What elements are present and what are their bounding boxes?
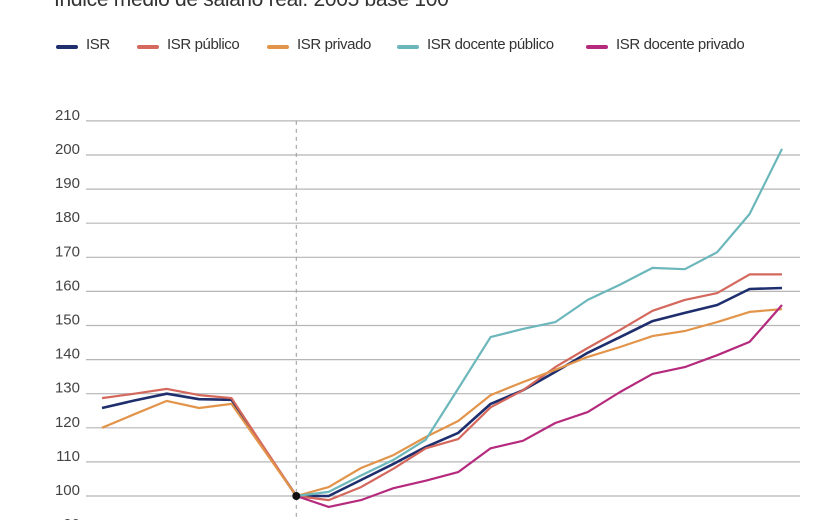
y-tick-label: 170 [55,243,80,260]
chart-title: Índice medio de salario real. 2005 base … [54,0,449,12]
legend-label: ISR [86,36,110,53]
legend-swatch [586,44,608,49]
legend-item-isr-docente-privado: ISR docente privado [586,36,745,53]
y-tick-label: 180 [55,209,80,226]
legend-item-isr-docente-publico: ISR docente público [397,36,554,53]
legend-swatch [397,44,419,49]
y-tick-label: 90 [63,516,80,520]
legend-label: ISR docente privado [616,36,745,53]
y-tick-label: 160 [55,277,80,294]
y-tick-label: 210 [55,107,80,124]
y-tick-label: 110 [56,448,80,465]
series-line-isr-privado [101,308,783,498]
legend-item-isr: ISR [56,36,110,53]
legend-item-isr-publico: ISR público [137,36,240,53]
y-tick-label: 190 [55,175,80,192]
series-line-isr-docente-privado [295,304,783,508]
y-tick-label: 150 [55,312,80,329]
legend-swatch [56,44,78,49]
y-tick-label: 130 [55,380,80,397]
series-line-isr [101,286,783,498]
legend-swatch [267,44,289,49]
legend-item-isr-privado: ISR privado [267,36,371,53]
series-line-isr-docente-p-blico [296,148,783,498]
y-tick-label: 100 [55,482,80,499]
legend-label: ISR privado [297,36,371,53]
series-line-isr-p-blico [101,273,782,502]
y-tick-label: 120 [55,414,80,431]
base-point [292,492,301,500]
y-tick-label: 200 [55,141,80,158]
legend-label: ISR público [167,36,240,53]
legend-label: ISR docente público [427,36,554,53]
legend-swatch [137,44,159,49]
y-tick-label: 140 [55,346,80,363]
